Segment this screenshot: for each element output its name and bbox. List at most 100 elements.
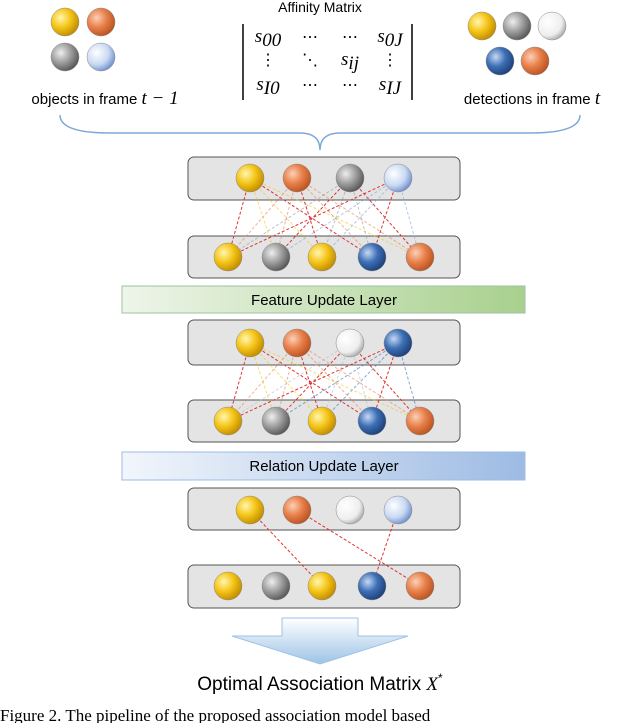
object-icon (537, 11, 567, 41)
cell-base: s (377, 26, 384, 47)
connection (275, 342, 351, 422)
node (335, 163, 365, 193)
connection (371, 342, 399, 422)
node (282, 163, 312, 193)
matrix-title: Affinity Matrix (278, 0, 362, 15)
node (282, 328, 312, 358)
connection (296, 177, 421, 258)
layer-box (187, 319, 461, 366)
connection (275, 342, 399, 422)
connection (249, 177, 323, 258)
connection (296, 342, 323, 422)
caption: Figure 2. The pipeline of the proposed a… (0, 706, 431, 723)
connection (321, 342, 399, 422)
connection (321, 177, 351, 258)
cell-sub: ij (348, 53, 359, 74)
node (383, 328, 413, 358)
connection (321, 342, 351, 422)
connection (296, 342, 421, 422)
connection (249, 342, 421, 422)
node (307, 406, 337, 436)
relation-layer-label: Relation Update Layer (249, 458, 398, 475)
connection (227, 177, 298, 258)
matrix-cell: sij (341, 49, 359, 74)
node (261, 406, 291, 436)
right-label: detections in frame t (464, 88, 601, 109)
node (335, 328, 365, 358)
node (357, 406, 387, 436)
matrix-bars (242, 24, 413, 100)
matrix-cell: ⋯ (342, 77, 358, 94)
object-icon (502, 11, 532, 41)
connection (296, 177, 373, 258)
matrix-cell: ⋯ (342, 29, 358, 46)
connection (227, 342, 399, 422)
connection (249, 342, 323, 422)
connection (371, 177, 399, 258)
feature-bar (121, 285, 526, 314)
node (357, 242, 387, 272)
connection (227, 177, 399, 258)
connection (296, 177, 323, 258)
node (307, 242, 337, 272)
matrix-cell: sI0 (256, 74, 280, 99)
node (405, 571, 435, 601)
connection (249, 177, 373, 258)
node (261, 242, 291, 272)
output-arrow (231, 617, 409, 665)
brace (59, 114, 581, 151)
object-icon (50, 7, 80, 37)
node (213, 406, 243, 436)
matrix-cell: ⋱ (302, 52, 318, 69)
matrix-cell: s00 (255, 26, 282, 51)
cell-base: s (341, 49, 348, 70)
connection (249, 177, 421, 258)
connection (227, 177, 351, 258)
object-icon (86, 42, 116, 72)
nodes (50, 7, 567, 601)
connection (227, 177, 251, 258)
node (357, 571, 387, 601)
connection (296, 342, 373, 422)
node (307, 571, 337, 601)
layers (121, 156, 526, 609)
object-icon (50, 42, 80, 72)
matrix-cell: sIJ (379, 74, 403, 99)
matrix-cell: ⋮ (382, 52, 398, 69)
connection (275, 177, 399, 258)
matrix-cell: s0J (377, 26, 404, 51)
matrix: s00 ⋯ ⋯ s0J⋮ ⋱ sij ⋮sI0 ⋯ ⋯ sIJ (255, 26, 404, 99)
layer-box (187, 156, 461, 201)
connection (349, 177, 373, 258)
node (213, 242, 243, 272)
connection (249, 342, 373, 422)
cell-sub: I0 (263, 78, 280, 99)
layer-box (187, 487, 461, 531)
node (282, 495, 312, 525)
object-icon (86, 7, 116, 37)
matrix-cell: ⋯ (302, 77, 318, 94)
connection (397, 177, 421, 258)
match (249, 509, 323, 587)
feature-layer-label: Feature Update Layer (251, 292, 397, 309)
connection (227, 342, 351, 422)
node (235, 328, 265, 358)
left-label: objects in frame t − 1 (31, 88, 178, 109)
object-icon (467, 11, 497, 41)
object-icon (485, 46, 515, 76)
node (261, 571, 291, 601)
connection (321, 177, 399, 258)
connection (275, 177, 351, 258)
cell-base: s (379, 74, 386, 95)
connection (275, 177, 298, 258)
relation-bar (121, 451, 526, 481)
node (335, 495, 365, 525)
node (405, 406, 435, 436)
cell-sub: IJ (385, 78, 402, 99)
cell-base: s (255, 26, 262, 47)
node (405, 242, 435, 272)
node (383, 163, 413, 193)
node (213, 571, 243, 601)
cell-sub: 00 (262, 30, 282, 51)
matrix-cell: ⋯ (302, 29, 318, 46)
